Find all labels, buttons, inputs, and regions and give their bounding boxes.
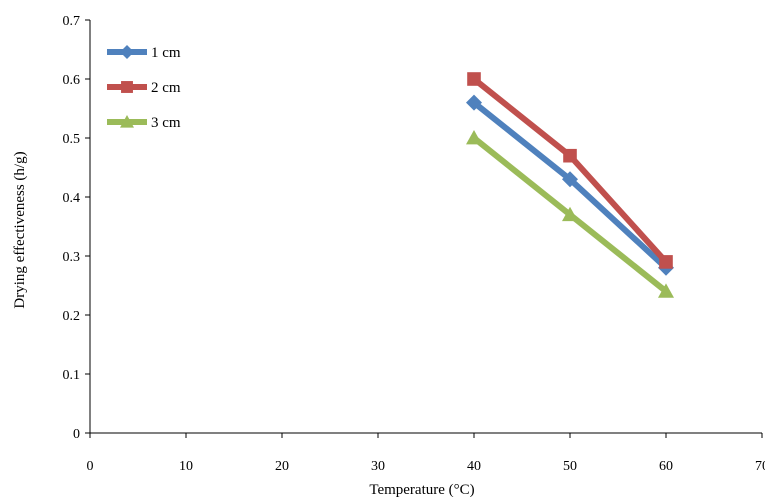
x-tick-label: 30: [371, 459, 385, 474]
series-1-cm: [466, 94, 674, 276]
legend-label: 1 cm: [151, 45, 181, 61]
x-tick-label: 70: [755, 459, 765, 474]
legend-item: 1 cm: [107, 45, 181, 61]
data-point: [562, 206, 578, 222]
x-tick-label: 0: [87, 459, 94, 474]
data-point: [467, 72, 481, 86]
y-tick-label: 0.1: [63, 368, 81, 383]
y-tick-label: 0.2: [63, 309, 81, 324]
series-line: [472, 76, 669, 264]
series-3-cm: [466, 130, 674, 298]
y-tick-label: 0.4: [63, 191, 81, 206]
legend-marker: [120, 45, 134, 59]
series-2-cm: [467, 72, 673, 269]
data-point: [658, 283, 674, 298]
x-axis-ticks: 0 10 20 30 40 50 60 70: [87, 433, 765, 474]
series-group: [466, 72, 674, 298]
legend-marker: [121, 81, 133, 93]
y-tick-label: 0.7: [63, 14, 81, 29]
x-axis-title: Temperature (°C): [369, 482, 474, 497]
data-point: [466, 94, 482, 111]
data-point: [563, 148, 577, 163]
y-axis-ticks: 0 0.1 0.2 0.3 0.4 0.5 0.6 0.7: [63, 14, 90, 442]
x-tick-label: 50: [563, 459, 577, 474]
y-axis-title: Drying effectiveness (h/g): [12, 151, 28, 308]
y-tick-label: 0.5: [63, 132, 81, 147]
data-point: [659, 255, 673, 269]
y-tick-label: 0.3: [63, 250, 81, 265]
legend-label: 2 cm: [151, 80, 181, 96]
legend-label: 3 cm: [151, 115, 181, 131]
data-point: [562, 171, 578, 188]
x-tick-label: 20: [275, 459, 289, 474]
legend-marker: [120, 115, 134, 128]
legend: 1 cm 2 cm 3 cm: [107, 45, 181, 131]
axes: [89, 20, 762, 434]
x-tick-label: 10: [179, 459, 193, 474]
x-tick-label: 60: [659, 459, 673, 474]
legend-item: 3 cm: [107, 115, 181, 131]
y-tick-label: 0.6: [63, 73, 81, 88]
legend-item: 2 cm: [107, 80, 181, 96]
y-tick-label: 0: [73, 427, 80, 442]
data-point: [466, 130, 482, 145]
x-tick-label: 40: [467, 459, 481, 474]
